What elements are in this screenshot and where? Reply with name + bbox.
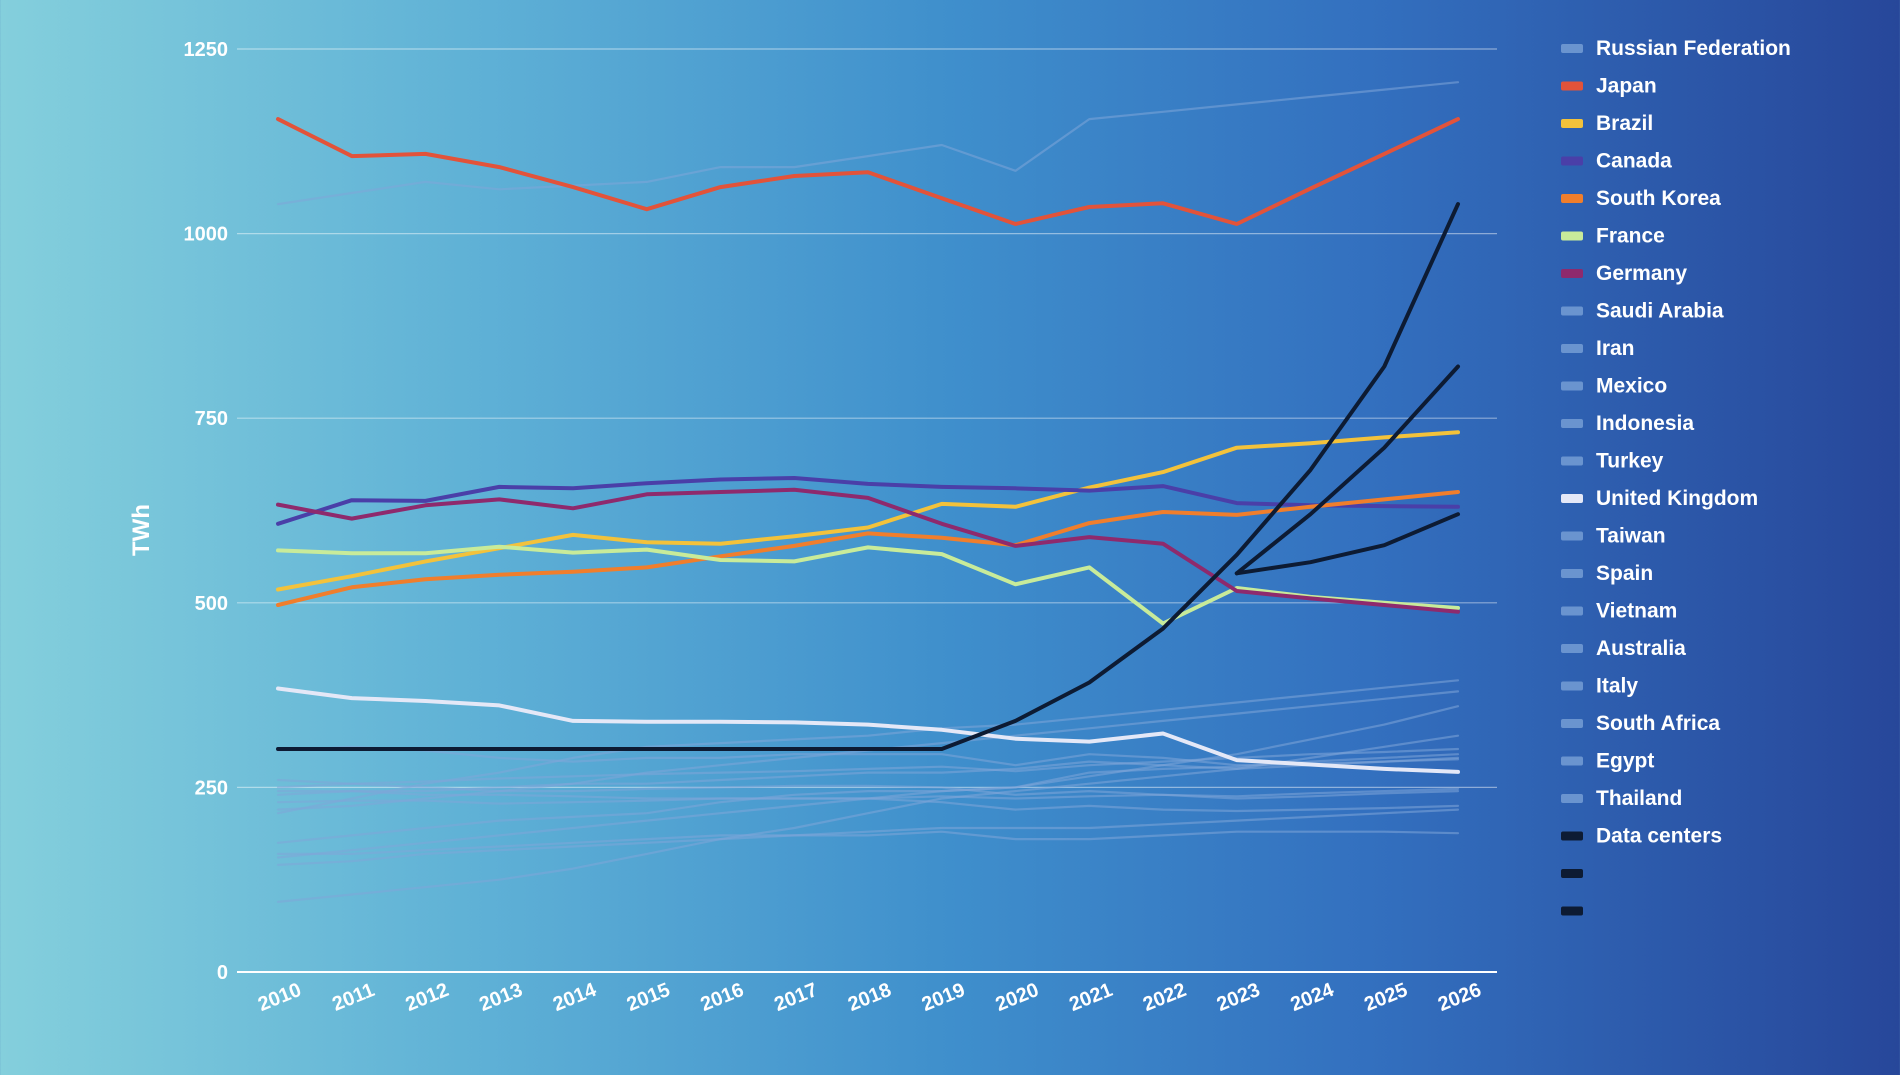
legend-label: Japan xyxy=(1596,75,1657,98)
x-axis-ticks: 2010 2011 2012 2013 2014 2015 2016 2017 2018 2019… xyxy=(255,979,1485,1016)
legend-swatch-japan xyxy=(1561,81,1583,91)
highlighted-series xyxy=(276,117,1460,774)
x-tick-label: 2019 xyxy=(919,979,969,1016)
series-line-canada xyxy=(276,476,1460,526)
x-tick-label: 2012 xyxy=(403,979,453,1016)
x-tick-label: 2020 xyxy=(993,979,1043,1016)
x-tick-label: 2016 xyxy=(698,979,748,1016)
y-tick-label: 250 xyxy=(195,777,228,799)
legend-label: Australia xyxy=(1596,637,1686,660)
legend-swatch-unnamed-23 xyxy=(1561,906,1583,916)
x-tick-label: 2015 xyxy=(624,979,674,1016)
series-line-brazil xyxy=(276,430,1460,592)
x-tick-label: 2022 xyxy=(1140,979,1190,1016)
legend-swatch-unnamed-22 xyxy=(1561,869,1583,878)
series-line-united-kingdom xyxy=(276,686,1460,774)
series-line-unnamed-23 xyxy=(1234,512,1460,576)
y-axis-label: TWh xyxy=(128,504,155,556)
legend-swatch-france xyxy=(1561,231,1583,241)
series-line-unnamed-22 xyxy=(1234,364,1460,576)
legend: Russian Federation Japan Brazil Canada South… xyxy=(1561,37,1791,916)
legend-swatch-italy xyxy=(1561,681,1583,691)
series-line-south-africa xyxy=(276,789,1460,813)
series-line-japan xyxy=(276,117,1460,226)
legend-swatch-south-korea xyxy=(1561,194,1583,203)
series-line-spain xyxy=(276,778,1460,800)
legend-swatch-vietnam xyxy=(1561,606,1583,616)
series-line-south-korea xyxy=(276,490,1460,607)
legend-swatch-brazil xyxy=(1561,119,1583,128)
y-tick-label: 1000 xyxy=(184,224,229,246)
series-line-france xyxy=(276,544,1460,626)
legend-label: Indonesia xyxy=(1596,412,1694,435)
series-line-data-centers xyxy=(276,202,1460,751)
legend-swatch-spain xyxy=(1561,569,1583,578)
legend-label: Turkey xyxy=(1596,450,1664,473)
legend-label: France xyxy=(1596,225,1665,248)
legend-swatch-thailand xyxy=(1561,794,1583,803)
legend-label: Saudi Arabia xyxy=(1596,300,1724,323)
background-series xyxy=(276,81,1460,904)
legend-label: Taiwan xyxy=(1596,525,1666,548)
x-tick-label: 2011 xyxy=(329,979,377,1016)
legend-label: South Africa xyxy=(1596,712,1720,735)
legend-swatch-iran xyxy=(1561,344,1583,353)
series-line-mexico xyxy=(276,747,1460,789)
legend-label: Italy xyxy=(1596,675,1638,698)
legend-swatch-south-africa xyxy=(1561,719,1583,728)
legend-swatch-egypt xyxy=(1561,756,1583,766)
y-tick-label: 750 xyxy=(195,408,228,430)
legend-label: Vietnam xyxy=(1596,600,1677,623)
legend-label: Mexico xyxy=(1596,375,1667,398)
x-tick-label: 2024 xyxy=(1288,979,1338,1016)
x-tick-label: 2026 xyxy=(1435,979,1485,1016)
legend-label: South Korea xyxy=(1596,187,1721,210)
y-tick-label: 0 xyxy=(217,962,228,984)
x-tick-label: 2017 xyxy=(771,979,821,1016)
legend-label: Germany xyxy=(1596,262,1687,285)
legend-swatch-canada xyxy=(1561,156,1583,166)
legend-swatch-united-kingdom xyxy=(1561,494,1583,503)
legend-label: Iran xyxy=(1596,337,1635,360)
x-tick-label: 2021 xyxy=(1066,979,1116,1016)
y-axis-ticks: 0 250 500 750 1000 1250 xyxy=(184,39,229,984)
series-line-thailand xyxy=(276,808,1460,856)
legend-swatch-data-centers xyxy=(1561,831,1583,841)
series-line-saudi-arabia xyxy=(276,679,1460,815)
y-tick-label: 500 xyxy=(195,593,228,615)
x-tick-label: 2018 xyxy=(845,979,895,1016)
legend-swatch-germany xyxy=(1561,269,1583,278)
legend-label: Spain xyxy=(1596,562,1653,585)
legend-swatch-taiwan xyxy=(1561,531,1583,541)
legend-swatch-australia xyxy=(1561,644,1583,653)
series-line-italy xyxy=(276,745,1460,767)
x-tick-label: 2010 xyxy=(255,979,305,1016)
series-line-germany xyxy=(276,487,1460,614)
legend-label: Russian Federation xyxy=(1596,37,1791,60)
legend-swatch-saudi-arabia xyxy=(1561,306,1583,316)
legend-label: Data centers xyxy=(1596,825,1722,848)
legend-label: Brazil xyxy=(1596,112,1653,135)
legend-label: Canada xyxy=(1596,150,1672,173)
legend-swatch-turkey xyxy=(1561,456,1583,466)
legend-label: United Kingdom xyxy=(1596,487,1758,510)
series-line-egypt xyxy=(276,830,1460,867)
legend-swatch-mexico xyxy=(1561,381,1583,391)
series-line-taiwan xyxy=(276,756,1460,796)
y-tick-label: 1250 xyxy=(184,39,229,61)
legend-label: Thailand xyxy=(1596,787,1682,810)
x-tick-label: 2023 xyxy=(1214,979,1264,1016)
legend-label: Egypt xyxy=(1596,750,1654,773)
series-line-russian-federation xyxy=(276,81,1460,206)
x-tick-label: 2025 xyxy=(1361,979,1411,1016)
x-tick-label: 2013 xyxy=(476,979,526,1016)
grid-lines xyxy=(237,48,1497,789)
legend-swatch-indonesia xyxy=(1561,419,1583,428)
x-tick-label: 2014 xyxy=(550,979,600,1016)
legend-swatch-russian-federation xyxy=(1561,44,1583,53)
